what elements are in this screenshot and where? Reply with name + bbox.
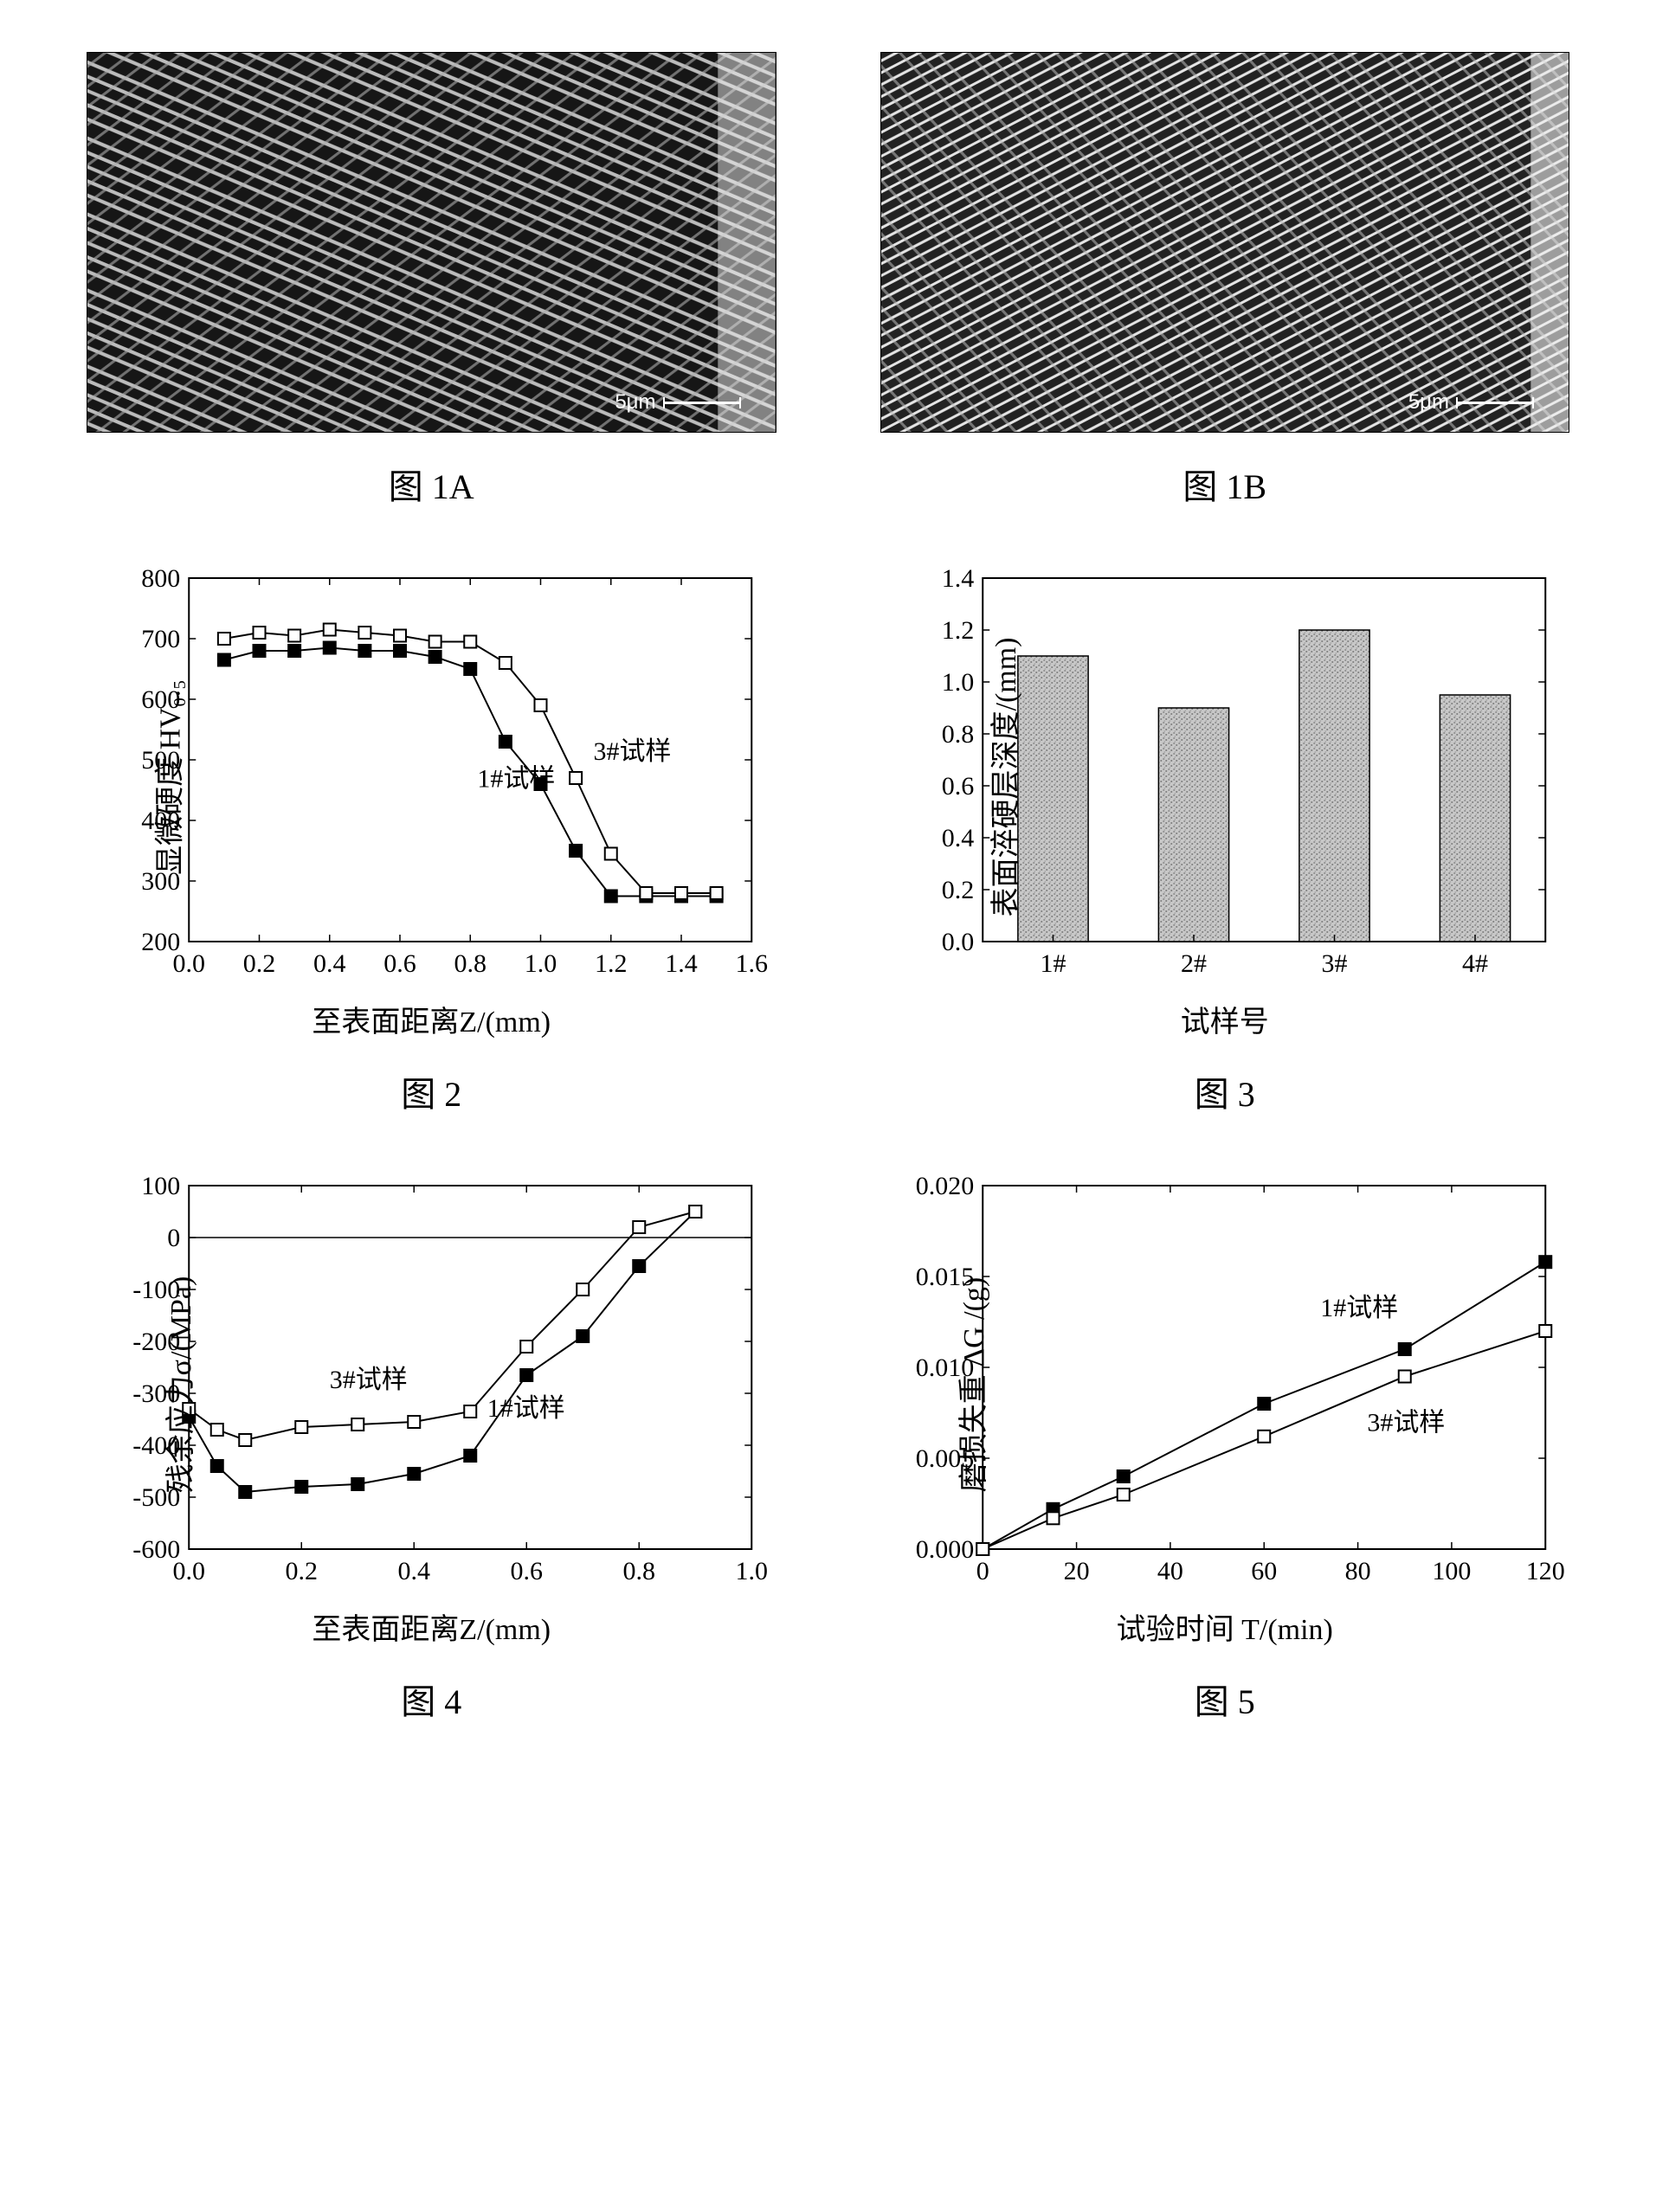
svg-text:0.6: 0.6 (511, 1557, 544, 1585)
ylabel-fig3: 表面淬硬层深度/(mm) (981, 638, 1023, 917)
svg-text:2#: 2# (1181, 949, 1207, 978)
svg-text:0.4: 0.4 (398, 1557, 431, 1585)
svg-text:0.000: 0.000 (915, 1535, 974, 1564)
svg-text:0.0: 0.0 (173, 1557, 206, 1585)
ylabel-fig4: 残余应力σ/(MPa) (157, 1276, 199, 1494)
svg-text:20: 20 (1063, 1557, 1089, 1585)
fig-1a-cell: 5μm 图 1A (87, 52, 776, 526)
fig-3-cell: 表面淬硬层深度/(mm) 0.0 0.2 0.4 0.6 0.8 1.0 1.2 1.4 1# 2… (880, 561, 1570, 1134)
fig-4-cell: 残余应力σ/(MPa) -600-500-400-300-200-1000100… (87, 1168, 776, 1741)
chart-fig2: 显微硬度 HV₀.₅ 2003004005006007008000.00.20.… (87, 561, 776, 993)
svg-text:0.8: 0.8 (623, 1557, 656, 1585)
svg-text:0.2: 0.2 (243, 949, 276, 978)
svg-text:1.4: 1.4 (665, 949, 698, 978)
svg-text:80: 80 (1344, 1557, 1370, 1585)
svg-text:1#: 1# (1040, 949, 1066, 978)
micrograph-1b: 5μm (880, 52, 1570, 433)
caption-fig3: 图 3 (1195, 1066, 1255, 1116)
svg-text:100: 100 (141, 1172, 180, 1200)
xlabel-fig2: 至表面距离Z/(mm) (312, 998, 551, 1040)
svg-text:0.8: 0.8 (454, 949, 487, 978)
scale-text-1a: 5μm (615, 390, 655, 415)
svg-text:1#试样: 1#试样 (477, 765, 555, 794)
fig-5-cell: 磨损失重 ΔG /(g) 0.0000.0050.0100.0150.02002… (880, 1168, 1570, 1741)
svg-text:0.4: 0.4 (313, 949, 346, 978)
svg-text:3#试样: 3#试样 (330, 1366, 408, 1394)
caption-1a: 图 1A (389, 459, 474, 509)
svg-text:1.2: 1.2 (595, 949, 628, 978)
chart-fig5: 磨损失重 ΔG /(g) 0.0000.0050.0100.0150.02002… (880, 1168, 1570, 1601)
svg-text:120: 120 (1525, 1557, 1564, 1585)
svg-text:0.2: 0.2 (941, 876, 974, 904)
scale-line-icon (663, 402, 741, 404)
svg-text:1.0: 1.0 (525, 949, 557, 978)
svg-text:0: 0 (167, 1224, 180, 1252)
xlabel-fig4: 至表面距离Z/(mm) (312, 1605, 551, 1648)
svg-text:0.0: 0.0 (941, 928, 974, 956)
svg-text:1.0: 1.0 (736, 1557, 769, 1585)
svg-text:0: 0 (976, 1557, 989, 1585)
caption-fig5: 图 5 (1195, 1674, 1255, 1724)
svg-text:1.4: 1.4 (941, 564, 974, 593)
svg-text:0.020: 0.020 (915, 1172, 974, 1200)
svg-text:0.4: 0.4 (941, 824, 974, 852)
xlabel-fig5: 试验时间 T/(min) (1117, 1605, 1333, 1648)
svg-text:40: 40 (1157, 1557, 1182, 1585)
svg-text:1#试样: 1#试样 (1320, 1294, 1398, 1322)
svg-text:0.6: 0.6 (383, 949, 416, 978)
chart-fig4: 残余应力σ/(MPa) -600-500-400-300-200-1000100… (87, 1168, 776, 1601)
svg-text:700: 700 (141, 625, 180, 653)
row-micrographs: 5μm 图 1A (87, 52, 1569, 526)
svg-text:1.0: 1.0 (941, 668, 974, 697)
svg-text:1.2: 1.2 (941, 616, 974, 645)
svg-text:100: 100 (1432, 1557, 1471, 1585)
fig-1b-cell: 5μm 图 1B (880, 52, 1570, 526)
svg-text:0.0: 0.0 (173, 949, 206, 978)
svg-text:1.6: 1.6 (736, 949, 769, 978)
svg-text:0.2: 0.2 (286, 1557, 319, 1585)
row-charts-2: 残余应力σ/(MPa) -600-500-400-300-200-1000100… (87, 1168, 1569, 1741)
caption-1b: 图 1B (1182, 459, 1266, 509)
svg-text:0.8: 0.8 (941, 720, 974, 749)
scale-text-1b: 5μm (1408, 390, 1449, 415)
ylabel-fig2: 显微硬度 HV₀.₅ (145, 679, 188, 875)
svg-text:4#: 4# (1462, 949, 1488, 978)
scale-bar-1b: 5μm (1408, 390, 1534, 415)
xlabel-fig3: 试样号 (1181, 998, 1269, 1040)
scale-line-icon (1456, 402, 1534, 404)
svg-text:60: 60 (1251, 1557, 1277, 1585)
ylabel-fig5: 磨损失重 ΔG /(g) (949, 1277, 991, 1493)
caption-fig2: 图 2 (401, 1066, 461, 1116)
micrograph-1a: 5μm (87, 52, 776, 433)
svg-text:3#: 3# (1321, 949, 1347, 978)
svg-text:800: 800 (141, 564, 180, 593)
svg-text:3#试样: 3#试样 (593, 737, 671, 766)
svg-text:3#试样: 3#试样 (1367, 1409, 1445, 1437)
scale-bar-1a: 5μm (615, 390, 740, 415)
svg-text:0.6: 0.6 (941, 772, 974, 801)
chart-fig3: 表面淬硬层深度/(mm) 0.0 0.2 0.4 0.6 0.8 1.0 1.2 1.4 1# 2… (880, 561, 1570, 993)
row-charts-1: 显微硬度 HV₀.₅ 2003004005006007008000.00.20.… (87, 561, 1569, 1134)
caption-fig4: 图 4 (401, 1674, 461, 1724)
fig-2-cell: 显微硬度 HV₀.₅ 2003004005006007008000.00.20.… (87, 561, 776, 1134)
svg-text:1#试样: 1#试样 (487, 1394, 565, 1423)
